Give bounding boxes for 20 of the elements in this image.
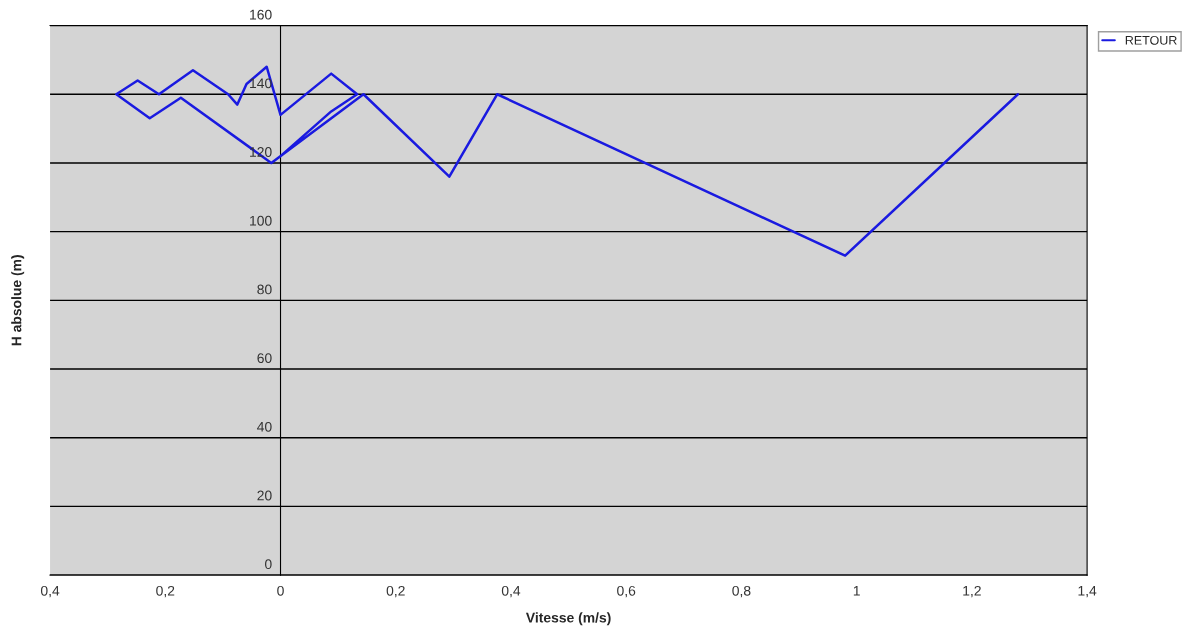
x-tick-label: 0,6 xyxy=(617,585,636,598)
y-tick-label: 0 xyxy=(265,559,272,570)
y-tick-label: 160 xyxy=(250,9,272,20)
x-tick-label: 1,2 xyxy=(963,585,981,598)
x-tick-label: 0,8 xyxy=(732,585,751,598)
y-tick-label: 100 xyxy=(250,215,272,226)
x-tick-label: 1 xyxy=(853,586,860,596)
y-axis-title: H absolue (m) xyxy=(11,255,25,346)
y-tick-label: 40 xyxy=(257,421,272,432)
x-tick-label: 0,4 xyxy=(40,585,60,598)
x-tick-label: 0,4 xyxy=(501,585,521,598)
x-tick-label: 0,2 xyxy=(156,585,175,598)
x-axis-title: Vitesse (m/s) xyxy=(525,612,611,626)
y-tick-label: 20 xyxy=(257,490,272,501)
y-tick-label: 80 xyxy=(257,284,272,295)
legend-label: RETOUR xyxy=(1125,35,1177,45)
x-tick-label: 1,4 xyxy=(1078,586,1097,598)
y-tick-label: 60 xyxy=(257,353,272,364)
x-tick-label: 0,2 xyxy=(386,585,405,598)
x-tick-label: 0 xyxy=(277,585,284,596)
